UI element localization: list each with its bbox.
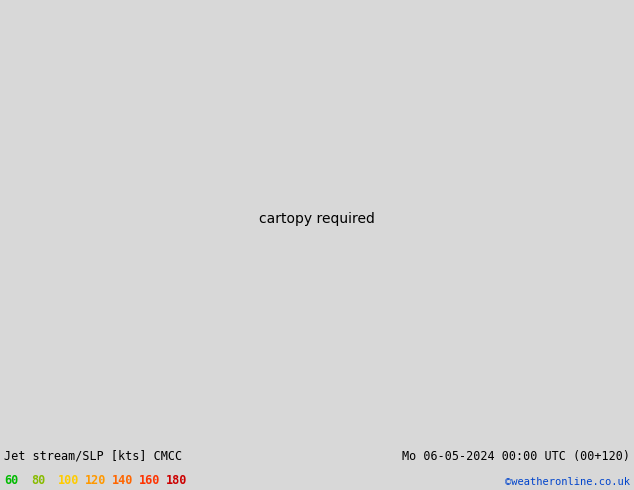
Text: 180: 180 [166,474,188,487]
Text: cartopy required: cartopy required [259,212,375,226]
Text: 100: 100 [58,474,79,487]
Text: 60: 60 [4,474,18,487]
Text: 140: 140 [112,474,133,487]
Text: Jet stream/SLP [kts] CMCC: Jet stream/SLP [kts] CMCC [4,450,182,463]
Text: 120: 120 [85,474,107,487]
Text: 160: 160 [139,474,160,487]
Text: ©weatheronline.co.uk: ©weatheronline.co.uk [505,477,630,487]
Text: Mo 06-05-2024 00:00 UTC (00+120): Mo 06-05-2024 00:00 UTC (00+120) [402,450,630,463]
Text: 80: 80 [31,474,45,487]
